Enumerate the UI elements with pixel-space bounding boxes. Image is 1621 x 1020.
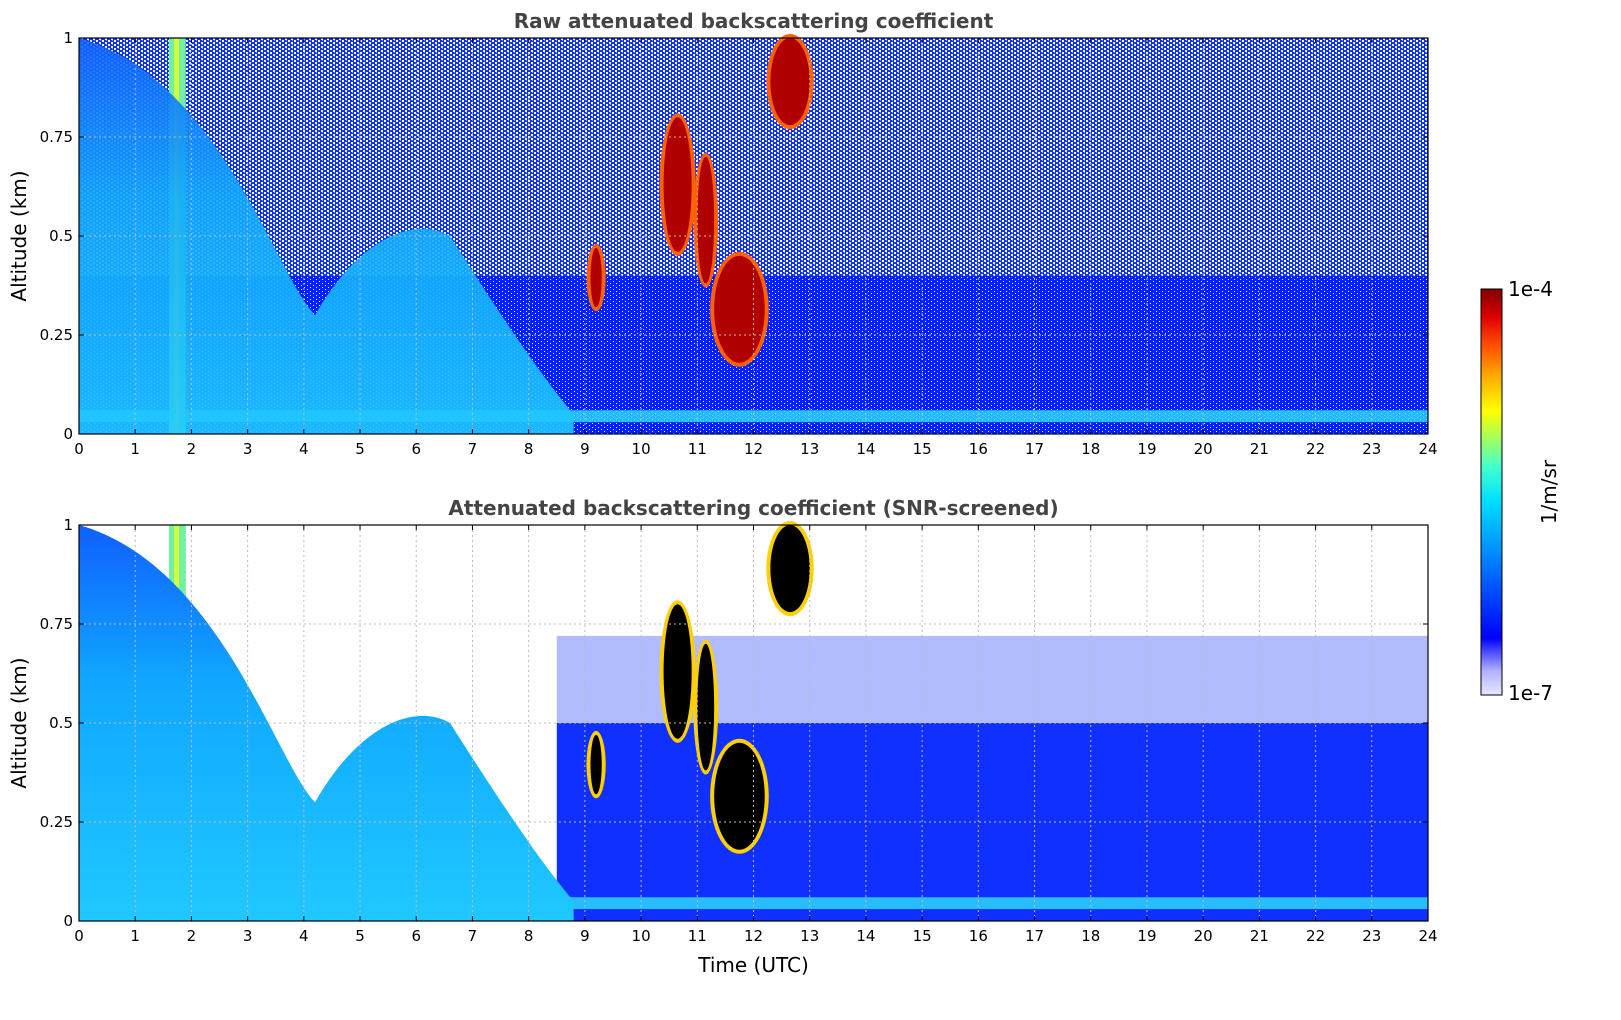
colorbar: 1e-4 1e-7 1/m/sr: [1480, 277, 1561, 705]
x-tick-label: 8: [524, 927, 534, 945]
cloud-core: [590, 247, 602, 308]
x-tick-label: 7: [468, 440, 478, 458]
panel-title: Attenuated backscattering coefficient (S…: [448, 496, 1058, 520]
x-tick-label: 13: [800, 927, 819, 945]
x-tick-label: 4: [299, 440, 309, 458]
x-tick-label: 20: [1194, 440, 1213, 458]
x-tick-label: 12: [744, 440, 763, 458]
cloud-core: [663, 117, 692, 252]
cloud-core: [714, 255, 765, 363]
x-tick-label: 3: [243, 927, 253, 945]
x-tick-label: 2: [187, 440, 197, 458]
x-tick-label: 24: [1418, 927, 1437, 945]
x-tick-label: 2: [187, 927, 197, 945]
panel-title: Raw attenuated backscattering coefficien…: [514, 9, 994, 33]
y-tick-label: 0.5: [49, 714, 73, 732]
x-tick-label: 7: [468, 927, 478, 945]
cloud-core: [663, 604, 692, 739]
x-tick-label: 19: [1137, 927, 1156, 945]
x-tick-label: 17: [1025, 440, 1044, 458]
x-tick-label: 23: [1362, 927, 1381, 945]
valid-layer: [556, 723, 1428, 921]
panel-2: 0 1 2 3 4 5 6 7 8 9 10 11 12 13 14 15 16 17 18 19 20 21 22 23 24…: [7, 496, 1438, 977]
x-tick-label: 12: [744, 927, 763, 945]
y-tick-label: 0.5: [49, 227, 73, 245]
x-tick-label: 22: [1306, 440, 1325, 458]
noise-field-upper: [79, 38, 1428, 276]
x-tick-label: 6: [411, 927, 421, 945]
x-tick-label: 18: [1081, 927, 1100, 945]
x-tick-label: 20: [1194, 927, 1213, 945]
cloud-core: [714, 742, 765, 850]
ground-band: [79, 897, 1428, 910]
x-tick-label: 18: [1081, 440, 1100, 458]
x-tick-label: 22: [1306, 927, 1325, 945]
y-tick-label: 1: [63, 29, 73, 47]
x-tick-label: 17: [1025, 927, 1044, 945]
x-tick-label: 9: [580, 440, 590, 458]
x-axis-label: Time (UTC): [697, 953, 809, 977]
x-tick-label: 13: [800, 440, 819, 458]
y-tick-label: 0.75: [40, 615, 73, 633]
x-tick-label: 24: [1418, 440, 1437, 458]
cloud-core: [590, 734, 602, 795]
x-tick-label: 14: [856, 927, 875, 945]
cloud-core: [697, 643, 715, 771]
y-axis-label: Altitude (km): [7, 170, 31, 301]
panel-1: 0 1 2 3 4 5 6 7 8 9 10 11 12 13 14 15 16 17 18 19 20 21 22 23 24…: [7, 9, 1438, 458]
x-tick-label: 4: [299, 927, 309, 945]
x-tick-label: 0: [74, 440, 84, 458]
colorbar-unit-label: 1/m/sr: [1537, 459, 1561, 524]
colorbar-max-label: 1e-4: [1508, 277, 1553, 301]
y-axis-label: Altitude (km): [7, 657, 31, 788]
y-tick-label: 0: [63, 425, 73, 443]
y-tick-label: 0.25: [40, 326, 73, 344]
y-tick-label: 0.25: [40, 813, 73, 831]
y-tick-label: 0.75: [40, 128, 73, 146]
x-tick-label: 15: [913, 927, 932, 945]
colorbar-gradient: [1480, 288, 1503, 696]
cloud-core: [770, 525, 810, 613]
x-tick-label: 5: [355, 440, 365, 458]
x-tick-label: 3: [243, 440, 253, 458]
y-tick-label: 1: [63, 516, 73, 534]
x-tick-label: 0: [74, 927, 84, 945]
x-tick-label: 5: [355, 927, 365, 945]
x-tick-label: 15: [913, 440, 932, 458]
x-tick-label: 1: [130, 927, 140, 945]
x-tick-label: 16: [969, 927, 988, 945]
x-tick-label: 19: [1137, 440, 1156, 458]
x-tick-label: 21: [1250, 440, 1269, 458]
cloud-core: [770, 37, 810, 126]
x-tick-label: 6: [411, 440, 421, 458]
x-tick-label: 11: [688, 927, 707, 945]
x-tick-label: 10: [632, 927, 651, 945]
ground-band: [79, 410, 1428, 423]
x-tick-label: 16: [969, 440, 988, 458]
x-tick-label: 14: [856, 440, 875, 458]
x-tick-label: 8: [524, 440, 534, 458]
cloud-core: [697, 156, 715, 284]
y-tick-label: 0: [63, 912, 73, 930]
x-tick-label: 9: [580, 927, 590, 945]
x-tick-label: 1: [130, 440, 140, 458]
x-tick-label: 21: [1250, 927, 1269, 945]
colorbar-min-label: 1e-7: [1508, 681, 1553, 705]
x-tick-label: 23: [1362, 440, 1381, 458]
x-tick-label: 11: [688, 440, 707, 458]
x-tick-label: 10: [632, 440, 651, 458]
